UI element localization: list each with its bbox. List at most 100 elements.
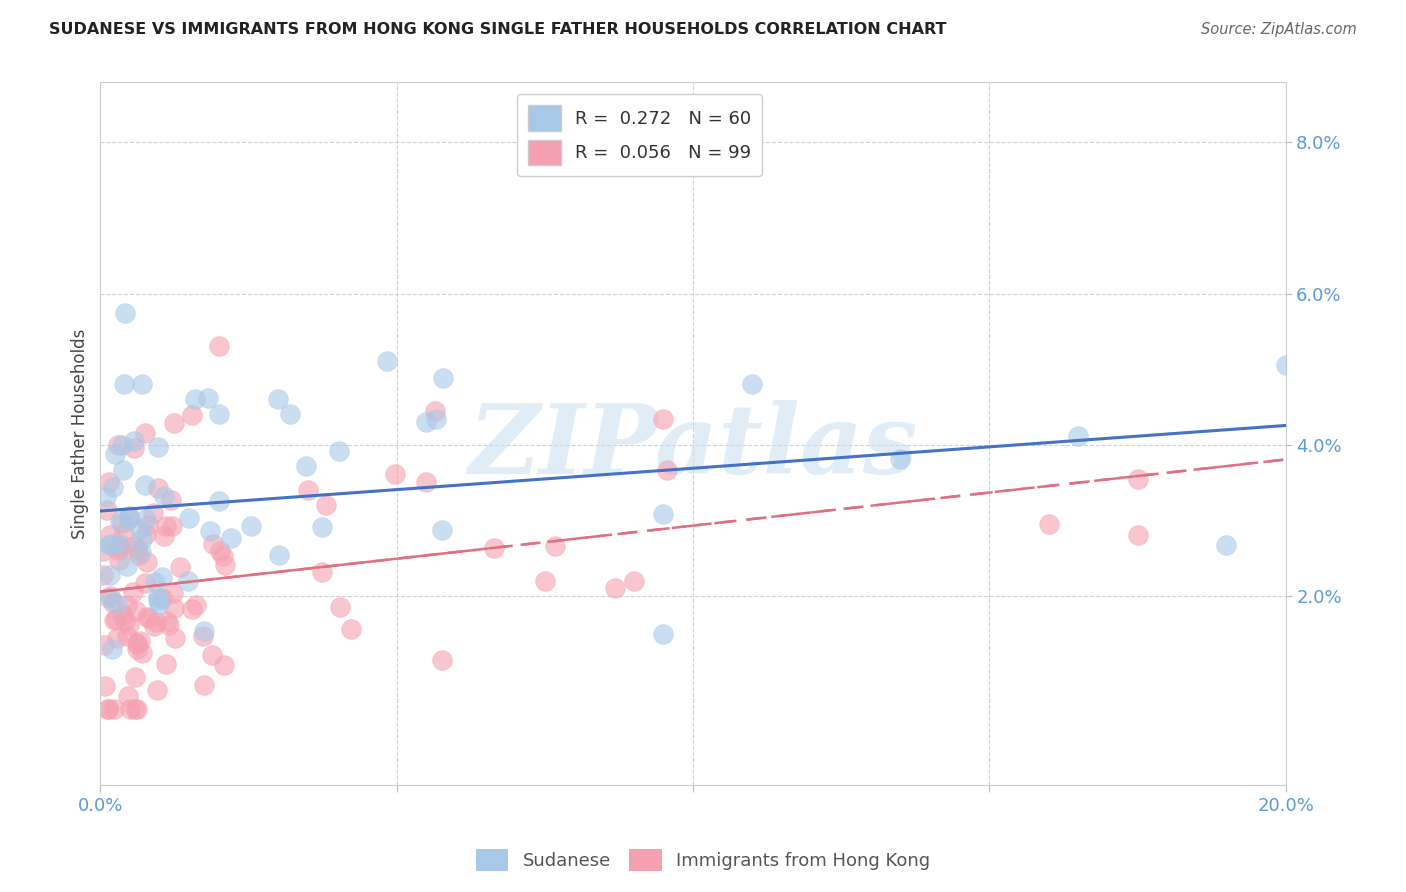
Point [134,575,156,590]
Point [297,483,319,497]
Point [1126,528,1149,542]
Point [105,631,128,645]
Point [135,512,157,526]
Point [131,532,153,546]
Point [482,541,505,555]
Point [150,570,173,584]
Point [208,339,231,353]
Point [117,689,139,703]
Point [209,544,232,558]
Point [104,446,127,460]
Point [146,682,169,697]
Point [415,475,437,490]
Point [115,629,138,643]
Point [118,511,141,525]
Point [176,574,198,589]
Point [267,392,290,407]
Point [94,679,117,693]
Point [125,642,148,657]
Point [101,480,124,494]
Point [110,536,132,550]
Point [157,617,180,632]
Point [202,537,225,551]
Point [278,408,301,422]
Point [208,408,231,422]
Point [384,467,406,481]
Point [103,702,125,716]
Point [657,463,679,477]
Point [165,631,187,645]
Point [122,585,145,599]
Y-axis label: Single Father Households: Single Father Households [72,328,89,539]
Point [101,641,124,656]
Point [1038,516,1060,531]
Point [115,598,138,612]
Point [142,506,165,520]
Point [1126,473,1149,487]
Point [127,541,149,556]
Point [193,678,215,692]
Point [181,408,204,422]
Point [91,544,114,558]
Point [150,591,173,606]
Point [118,511,141,525]
Point [125,637,148,651]
Point [214,558,236,572]
Point [98,475,121,489]
Point [329,600,352,615]
Point [111,438,134,452]
Point [184,598,207,612]
Text: ZIPatlas: ZIPatlas [468,401,918,494]
Point [155,657,177,671]
Point [122,434,145,449]
Point [623,574,645,588]
Point [97,702,120,716]
Point [212,657,235,672]
Point [124,702,146,716]
Point [100,568,122,582]
Point [425,412,447,426]
Point [197,391,219,405]
Point [328,443,350,458]
Point [108,552,131,566]
Point [107,542,129,557]
Point [191,629,214,643]
Point [105,597,128,611]
Point [118,702,141,716]
Point [96,503,118,517]
Point [1067,428,1090,442]
Point [155,518,177,533]
Point [134,478,156,492]
Point [107,438,129,452]
Point [534,574,557,588]
Point [98,528,121,542]
Point [143,574,166,589]
Point [129,544,152,558]
Point [200,524,222,538]
Point [153,529,176,543]
Point [108,514,131,528]
Point [211,549,233,563]
Point [162,586,184,600]
Point [135,527,157,541]
Point [375,354,398,368]
Text: SUDANESE VS IMMIGRANTS FROM HONG KONG SINGLE FATHER HOUSEHOLDS CORRELATION CHART: SUDANESE VS IMMIGRANTS FROM HONG KONG SI… [49,22,946,37]
Point [134,426,156,441]
Point [143,619,166,633]
Point [98,538,121,552]
Point [97,591,120,605]
Point [162,519,184,533]
Point [148,597,170,611]
Point [415,415,437,429]
Point [100,537,122,551]
Point [111,516,134,531]
Point [162,601,184,615]
Point [156,614,179,628]
Point [169,560,191,574]
Point [114,306,136,320]
Point [181,602,204,616]
Legend: R =  0.272   N = 60, R =  0.056   N = 99: R = 0.272 N = 60, R = 0.056 N = 99 [517,95,762,177]
Point [98,589,121,603]
Point [425,404,447,418]
Point [93,638,115,652]
